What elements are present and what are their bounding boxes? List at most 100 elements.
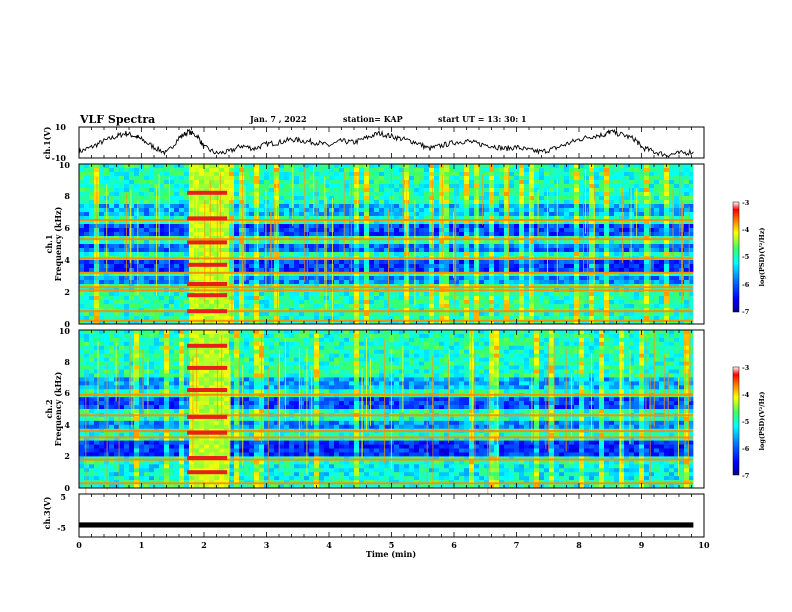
sferic-streak [441,174,443,260]
time-tick-label: 0 [76,540,82,550]
no-data-region [693,330,704,488]
sferic-streak [571,373,573,436]
sferic-streak [391,171,393,230]
sferic-streak [482,174,484,226]
sferic-streak [267,367,269,483]
sferic-streak [537,189,539,242]
ch2-colorbar [732,366,740,476]
sferic-streak [313,165,315,215]
ch1-colorbar-tick: -6 [742,281,750,289]
time-tick-label: 8 [576,540,582,550]
sferic-streak [316,180,318,282]
ch1-spectrogram-ylabel: ch.1Frequency (kHz) [44,206,63,281]
sferic-streak [147,360,149,421]
narrowband-tone [79,289,694,292]
sferic-streak [432,355,434,421]
ch1-freq-tick-2: 2 [64,287,70,297]
sferic-streak [455,182,457,282]
sferic-streak [630,188,632,262]
sferic-streak [229,367,231,438]
ch1-waveform-ylabel: ch.1(V) [42,126,52,159]
ch1-freq-tick-0: 0 [64,319,70,329]
x-axis-label: Time (min) [366,549,416,559]
sferic-streak [645,336,647,425]
sferic-streak [244,186,246,282]
ch1-spectrogram-image [79,164,705,326]
narrowband-tone [79,482,694,485]
sferic-streak [284,339,286,422]
ch2-spectrogram-panel: 0 2 4 6 8 10 ch.2Frequency (kHz) -3 -4 -… [44,326,766,498]
sferic-streak [529,176,531,299]
sferic-streak [672,189,674,257]
sferic-streak [216,194,218,309]
sferic-streak [142,349,144,417]
sferic-streak [556,179,558,286]
ch1-ytick-bottom: -10 [52,153,67,163]
sferic-streak [129,334,131,408]
sferic-streak [133,345,135,416]
sferic-streak [474,348,476,461]
sferic-streak [679,167,681,242]
sferic-streak [85,372,87,498]
sferic-streak [689,330,691,403]
ch2-freq-tick-2: 2 [64,451,70,461]
ch2-colorbar-label: log(PSD)(V²/Hz) [758,392,766,451]
sferic-streak [96,177,98,283]
sferic-streak [388,209,389,316]
narrowband-tone [79,430,694,433]
sferic-streak [228,357,230,477]
no-data-region [693,164,704,324]
sferic-streak [448,359,450,443]
burst-tone [187,470,228,475]
sferic-streak [620,357,622,481]
time-tick-label: 5 [389,540,395,550]
time-tick-labels: 0 1 2 3 4 5 6 7 8 9 10 [76,540,710,550]
ch2-spectrogram-ylabel: ch.2Frequency (kHz) [44,371,63,446]
sferic-streak [682,201,683,301]
sferic-streak [583,192,584,275]
burst-tone [187,430,228,435]
ch2-freq-tick-0: 0 [64,483,70,493]
ch3-waveform-frame [78,493,705,538]
sferic-streak [261,337,262,444]
sferic-streak [687,368,689,467]
sferic-streak [370,359,371,427]
time-tick-label: 10 [698,540,710,550]
sferic-streak [158,173,160,247]
sferic-streak [414,200,416,306]
sferic-streak [276,177,278,239]
time-ticks [78,127,705,537]
time-tick-label: 6 [451,540,457,550]
sferic-streak [471,336,473,434]
ch1-colorbar-tick: -7 [742,308,749,316]
ch1-colorbar [732,201,740,313]
sferic-streak [209,181,211,282]
sferic-streak [585,169,586,234]
sferic-streak [292,165,294,227]
burst-tone [187,388,228,392]
sferic-streak [332,198,333,325]
ch2-colorbar-tick: -6 [742,445,750,453]
narrowband-tone [79,310,694,313]
ch1-waveform-trace [78,128,694,158]
sferic-streak [106,363,108,490]
ch1-waveform-frame [78,126,705,159]
sferic-streak [508,167,510,275]
ch3-ytick-minus5: -5 [57,523,66,533]
sferic-streak [130,189,132,285]
sferic-streak [621,187,623,263]
sferic-streak [97,341,99,411]
sferic-streak [688,205,690,325]
sferic-streak [221,334,223,422]
sferic-streak [311,369,313,426]
burst-tone [187,262,228,267]
sferic-streak [304,167,306,283]
ch1-freq-tick-8: 8 [64,191,70,201]
sferic-streak [343,171,345,257]
narrowband-tone [79,286,694,289]
burst-tone [187,456,228,460]
sferic-streak [350,177,352,282]
sferic-streak [432,178,434,250]
sferic-streak [636,188,638,238]
